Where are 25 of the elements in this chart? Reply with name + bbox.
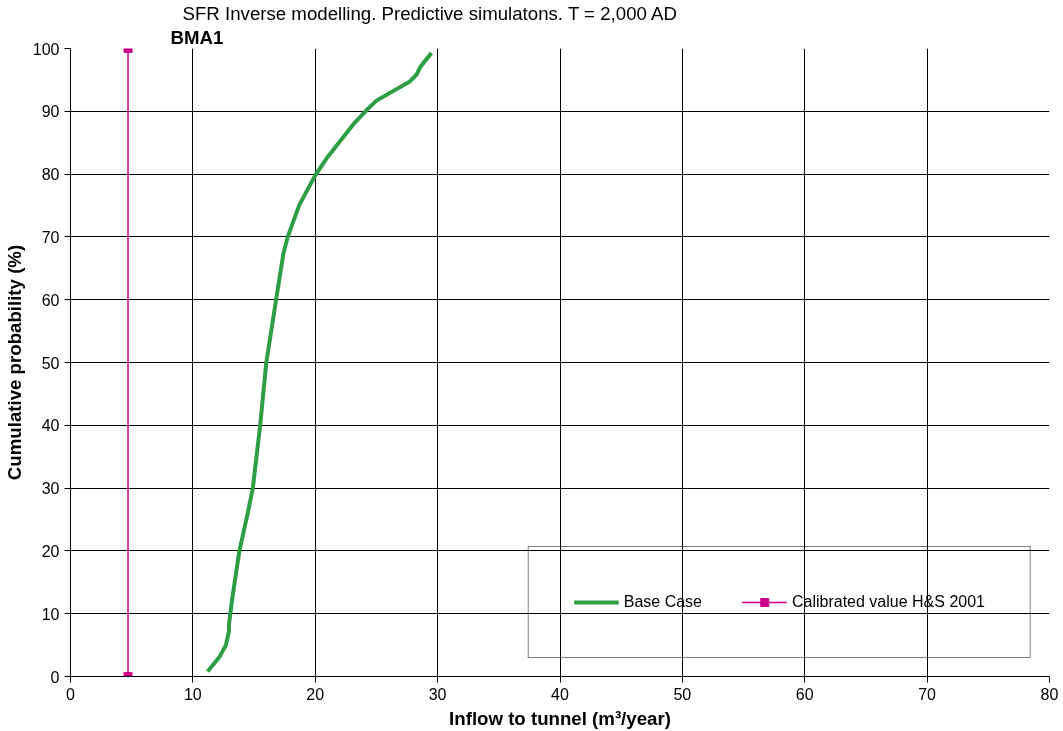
x-tick-label: 40 [551,685,569,703]
y-tick-label: 10 [41,605,60,623]
chart-subtitle: BMA1 [170,26,224,48]
chart-title: SFR Inverse modelling. Predictive simulatons. T = 2,000 AD [182,2,677,24]
line-series [205,50,434,674]
y-tick-label: 30 [41,480,60,498]
y-tick-label: 70 [41,228,60,246]
y-tick-label: 40 [41,417,60,435]
x-tick-label: 70 [918,685,937,703]
x-tick-label: 30 [428,685,447,703]
y-tick-label: 50 [41,354,60,372]
y-tick-label: 80 [41,166,60,184]
x-tick-label: 50 [673,685,692,703]
y-tick-label: 100 [32,40,60,58]
x-tick-label: 80 [1040,685,1059,703]
y-tick-label: 0 [50,668,60,686]
y-tick-label: 90 [41,103,60,121]
x-axis-title: Inflow to tunnel (m³/year) [449,707,671,729]
x-tick-label: 10 [183,685,202,703]
x-tick-label: 60 [795,685,814,703]
x-tick-label: 0 [66,685,76,703]
y-tick-label: 20 [41,542,60,560]
y-tick-label: 60 [41,291,60,309]
x-tick-label: 20 [306,685,325,703]
y-axis-title: Cumulative probability (%) [3,244,25,481]
